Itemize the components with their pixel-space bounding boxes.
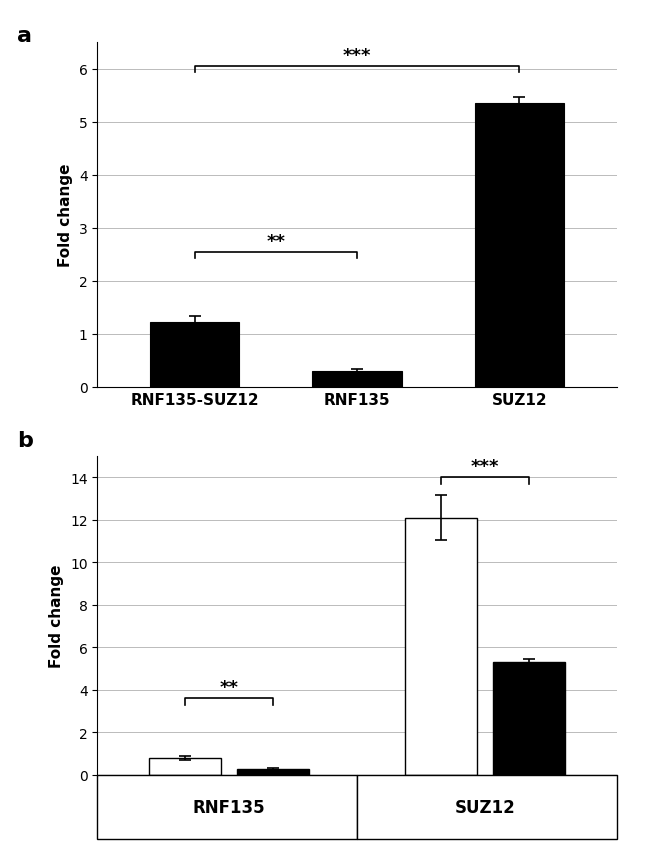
Text: RNF135: RNF135 <box>193 798 265 816</box>
Text: SUZ12: SUZ12 <box>454 798 515 816</box>
Text: **: ** <box>266 232 286 251</box>
Y-axis label: Fold change: Fold change <box>58 164 73 267</box>
Text: **: ** <box>219 678 239 697</box>
Bar <box>493 662 565 775</box>
Bar <box>237 769 309 775</box>
Bar <box>150 323 239 387</box>
Text: ***: *** <box>471 457 499 475</box>
Bar <box>149 759 221 775</box>
Y-axis label: Fold change: Fold change <box>49 564 64 667</box>
Bar <box>474 104 564 387</box>
Text: a: a <box>17 26 32 46</box>
Bar <box>312 372 402 387</box>
Bar <box>405 518 477 775</box>
Text: b: b <box>17 430 32 451</box>
Text: ***: *** <box>343 46 371 65</box>
